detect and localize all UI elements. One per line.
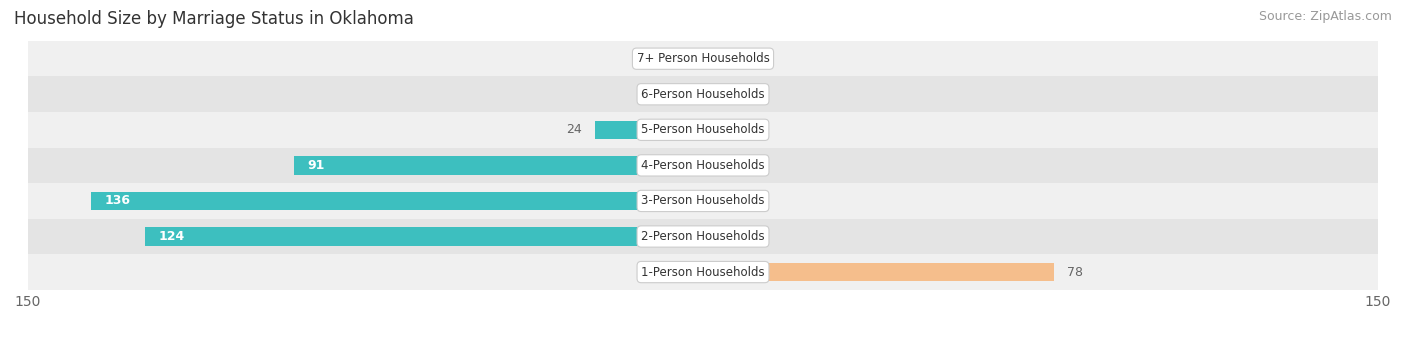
Text: 6-Person Households: 6-Person Households [641, 88, 765, 101]
Text: 4-Person Households: 4-Person Households [641, 159, 765, 172]
Bar [28, 219, 1378, 254]
Text: 3-Person Households: 3-Person Households [641, 194, 765, 207]
Text: 0: 0 [717, 230, 724, 243]
Bar [145, 227, 703, 246]
Text: 0: 0 [717, 52, 724, 65]
Bar [28, 76, 1378, 112]
Bar [595, 121, 703, 139]
Text: 0: 0 [717, 194, 724, 207]
Bar [28, 41, 1378, 76]
Text: 24: 24 [565, 123, 582, 136]
Text: 2-Person Households: 2-Person Households [641, 230, 765, 243]
Text: 0: 0 [717, 159, 724, 172]
Bar [28, 148, 1378, 183]
Text: 0: 0 [717, 123, 724, 136]
Bar [28, 254, 1378, 290]
Text: Household Size by Marriage Status in Oklahoma: Household Size by Marriage Status in Okl… [14, 10, 413, 28]
Text: Source: ZipAtlas.com: Source: ZipAtlas.com [1258, 10, 1392, 23]
Text: 91: 91 [307, 159, 325, 172]
Bar [28, 112, 1378, 148]
Text: 0: 0 [717, 88, 724, 101]
Text: 78: 78 [1067, 266, 1084, 279]
Text: 0: 0 [682, 52, 689, 65]
Text: 0: 0 [682, 266, 689, 279]
Bar [703, 263, 1054, 281]
Bar [28, 183, 1378, 219]
Bar [91, 192, 703, 210]
Text: 1-Person Households: 1-Person Households [641, 266, 765, 279]
Text: 124: 124 [159, 230, 184, 243]
Text: 136: 136 [104, 194, 131, 207]
Text: 7+ Person Households: 7+ Person Households [637, 52, 769, 65]
Text: 5-Person Households: 5-Person Households [641, 123, 765, 136]
Bar [294, 156, 703, 175]
Text: 0: 0 [682, 88, 689, 101]
